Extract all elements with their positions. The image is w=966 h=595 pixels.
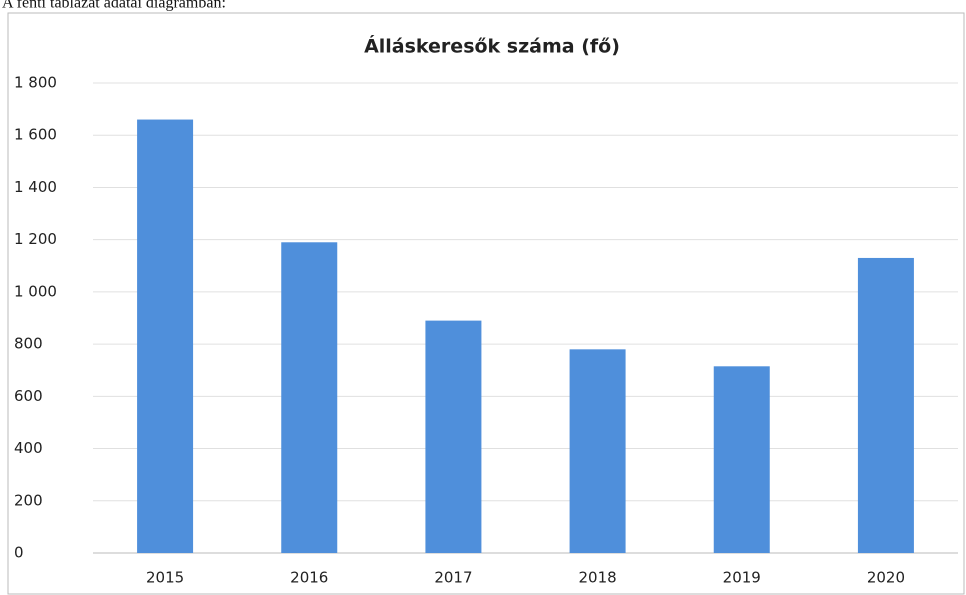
- y-tick-label: 1 600: [14, 126, 57, 144]
- y-tick-label: 1 200: [14, 230, 57, 248]
- x-tick-label: 2019: [723, 569, 761, 587]
- y-tick-label: 1 400: [14, 178, 57, 196]
- y-tick-label: 1 000: [14, 282, 57, 300]
- bar: [713, 366, 770, 553]
- x-tick-label: 2015: [146, 569, 184, 587]
- chart-frame: [7, 12, 965, 595]
- x-tick-label: 2017: [434, 569, 472, 587]
- y-tick-label: 600: [14, 387, 43, 405]
- bar: [569, 349, 626, 553]
- y-tick-label: 400: [14, 439, 43, 457]
- x-tick-label: 2020: [867, 569, 905, 587]
- caption: A fenti táblázat adatai diagramban:: [2, 0, 226, 12]
- x-tick-label: 2018: [578, 569, 616, 587]
- y-tick-label: 800: [14, 335, 43, 353]
- bar: [425, 320, 482, 553]
- bar: [137, 119, 194, 554]
- bar: [281, 242, 338, 553]
- y-tick-label: 200: [14, 491, 43, 509]
- chart-title: Álláskeresők száma (fő): [364, 35, 620, 58]
- y-tick-label: 0: [14, 544, 24, 562]
- x-tick-label: 2016: [290, 569, 328, 587]
- bar: [857, 257, 914, 553]
- y-tick-label: 1 800: [14, 74, 57, 92]
